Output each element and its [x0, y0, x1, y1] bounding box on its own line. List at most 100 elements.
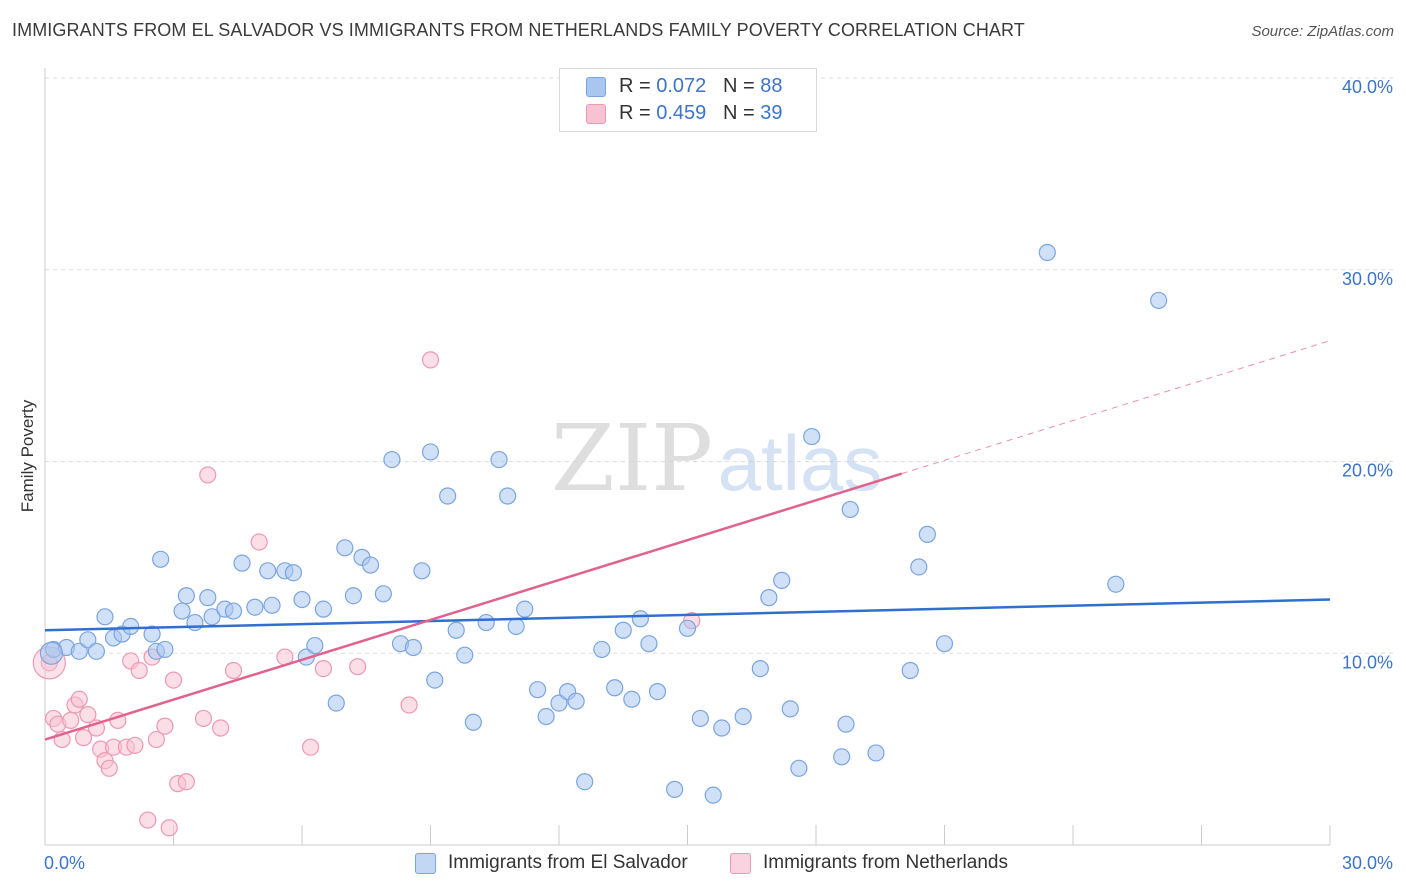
- bottom-legend-label-netherlands: Immigrants from Netherlands: [763, 852, 1008, 873]
- watermark: ZIP atlas: [551, 405, 882, 512]
- el-salvador-points: [39, 243, 1168, 804]
- el-salvador-point: [833, 748, 851, 766]
- el-salvador-point: [499, 487, 517, 505]
- el-salvador-point: [803, 427, 821, 446]
- bottom-legend-label-el-salvador: Immigrants from El Salvador: [448, 852, 688, 873]
- legend-r-label: R =: [619, 102, 657, 124]
- y-tick-label: 40.0%: [1342, 77, 1393, 97]
- el-salvador-point: [593, 640, 611, 659]
- el-salvador-point: [439, 487, 457, 505]
- el-salvador-point: [516, 600, 534, 618]
- el-salvador-point: [528, 681, 547, 699]
- el-salvador-point: [259, 562, 277, 580]
- el-salvador-point: [413, 562, 431, 580]
- el-salvador-point: [666, 780, 684, 798]
- el-salvador-point: [918, 525, 936, 543]
- legend-n-value: 88: [760, 75, 783, 97]
- el-salvador-point: [867, 744, 885, 762]
- netherlands-point: [126, 736, 144, 754]
- netherlands-point: [301, 738, 320, 756]
- x-tick-label: 30.0%: [1342, 853, 1393, 873]
- el-salvador-point: [464, 713, 482, 731]
- netherlands-point: [400, 696, 418, 714]
- legend-swatch-netherlands: [586, 104, 606, 124]
- netherlands-point: [156, 717, 174, 735]
- el-salvador-point: [186, 613, 204, 632]
- el-salvador-point: [550, 694, 568, 712]
- netherlands-point: [349, 658, 367, 676]
- el-salvador-point: [1107, 575, 1125, 593]
- correlation-legend: R = 0.072 N = 88 R = 0.459 N = 39: [559, 68, 817, 132]
- netherlands-point: [100, 759, 118, 777]
- el-salvador-point: [606, 679, 624, 697]
- watermark-zip: ZIP: [551, 405, 713, 512]
- el-salvador-point: [383, 450, 401, 469]
- el-salvador-point: [293, 590, 311, 609]
- el-salvador-point: [713, 719, 731, 737]
- netherlands-trend-line: [44, 472, 903, 741]
- el-salvador-point: [361, 556, 380, 574]
- netherlands-point: [74, 729, 93, 747]
- el-salvador-point: [263, 596, 281, 614]
- el-salvador-point: [935, 635, 954, 653]
- legend-r-label: R =: [619, 75, 657, 97]
- el-salvador-point: [246, 598, 264, 616]
- el-salvador-point: [790, 759, 808, 777]
- el-salvador-point: [177, 587, 195, 605]
- legend-r-value: 0.072: [656, 75, 707, 97]
- bottom-legend-swatch-netherlands: [730, 853, 751, 874]
- el-salvador-point: [79, 631, 97, 649]
- el-salvador-point: [640, 635, 658, 653]
- x-tick-label: 0.0%: [44, 853, 85, 873]
- y-tick-label: 10.0%: [1342, 652, 1393, 672]
- legend-n-label: N =: [722, 75, 761, 97]
- el-salvador-point: [576, 773, 594, 791]
- el-salvador-point: [404, 638, 422, 657]
- legend-r-value: 0.459: [656, 102, 707, 124]
- el-salvador-point: [631, 610, 649, 628]
- el-salvador-point: [648, 682, 667, 701]
- el-salvador-point: [374, 585, 392, 603]
- bottom-legend-swatch-el-salvador: [415, 853, 436, 874]
- el-salvador-point: [910, 558, 928, 576]
- el-salvador-point: [760, 589, 778, 607]
- el-salvador-point: [173, 602, 191, 620]
- el-salvador-point: [1038, 243, 1056, 262]
- el-salvador-trend-line: [44, 598, 1331, 632]
- source-label: Source: ZipAtlas.com: [1251, 23, 1394, 40]
- legend-n-label: N =: [722, 102, 761, 124]
- el-salvador-point: [704, 786, 722, 804]
- el-salvador-point: [567, 692, 585, 710]
- el-salvador-point: [421, 443, 440, 461]
- el-salvador-point: [87, 642, 106, 660]
- el-salvador-point: [203, 608, 221, 626]
- y-axis-label: Family Poverty: [18, 399, 37, 513]
- el-salvador-point: [490, 450, 508, 469]
- watermark-atlas: atlas: [718, 419, 883, 507]
- el-salvador-point: [456, 646, 474, 664]
- el-salvador-point: [327, 694, 345, 712]
- el-salvador-point: [199, 589, 217, 607]
- el-salvador-point: [1150, 291, 1168, 310]
- el-salvador-point: [734, 707, 752, 726]
- el-salvador-point: [477, 613, 495, 632]
- el-salvador-point: [70, 642, 88, 660]
- el-salvador-point: [156, 640, 174, 659]
- el-salvador-point: [344, 587, 362, 605]
- el-salvador-point: [614, 621, 632, 639]
- netherlands-point: [62, 711, 80, 729]
- el-salvador-point: [901, 661, 919, 680]
- legend-n-value: 39: [760, 102, 783, 124]
- el-salvador-point: [426, 671, 444, 689]
- el-salvador-point: [96, 608, 114, 626]
- el-salvador-point: [233, 554, 251, 572]
- el-salvador-point: [537, 707, 555, 726]
- netherlands-point: [314, 659, 333, 678]
- y-tick-label: 20.0%: [1342, 461, 1393, 481]
- el-salvador-point: [678, 619, 697, 637]
- el-salvador-point-large: [39, 641, 64, 665]
- y-tick-label: 30.0%: [1342, 269, 1393, 289]
- el-salvador-point: [837, 715, 855, 733]
- netherlands-point: [177, 773, 195, 791]
